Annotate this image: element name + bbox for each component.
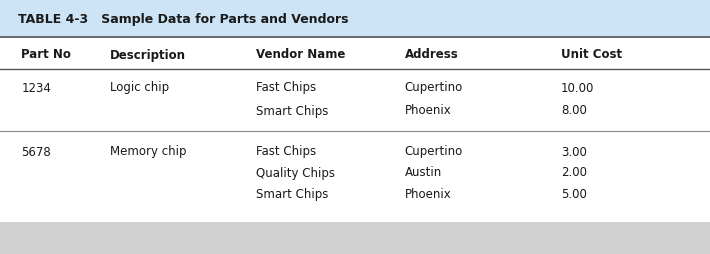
Bar <box>0 38 710 222</box>
Text: Austin: Austin <box>405 166 442 179</box>
Bar <box>0 222 710 254</box>
Bar <box>0 0 710 38</box>
Text: Cupertino: Cupertino <box>405 81 463 94</box>
Text: 10.00: 10.00 <box>561 81 594 94</box>
Text: Smart Chips: Smart Chips <box>256 188 328 201</box>
Text: 2.00: 2.00 <box>561 166 587 179</box>
Text: Cupertino: Cupertino <box>405 145 463 158</box>
Text: 5678: 5678 <box>21 145 51 158</box>
Text: 5.00: 5.00 <box>561 188 586 201</box>
Text: TABLE 4-3   Sample Data for Parts and Vendors: TABLE 4-3 Sample Data for Parts and Vend… <box>18 12 348 25</box>
Text: 3.00: 3.00 <box>561 145 586 158</box>
Text: Fast Chips: Fast Chips <box>256 81 316 94</box>
Text: Memory chip: Memory chip <box>110 145 187 158</box>
Text: 8.00: 8.00 <box>561 104 586 117</box>
Text: 1234: 1234 <box>21 81 51 94</box>
Text: Smart Chips: Smart Chips <box>256 104 328 117</box>
Text: Quality Chips: Quality Chips <box>256 166 334 179</box>
Text: Logic chip: Logic chip <box>110 81 169 94</box>
Text: Address: Address <box>405 48 459 61</box>
Text: Fast Chips: Fast Chips <box>256 145 316 158</box>
Text: Phoenix: Phoenix <box>405 104 452 117</box>
Text: Description: Description <box>110 48 186 61</box>
Text: Vendor Name: Vendor Name <box>256 48 345 61</box>
Text: Unit Cost: Unit Cost <box>561 48 622 61</box>
Text: Phoenix: Phoenix <box>405 188 452 201</box>
Text: Part No: Part No <box>21 48 71 61</box>
